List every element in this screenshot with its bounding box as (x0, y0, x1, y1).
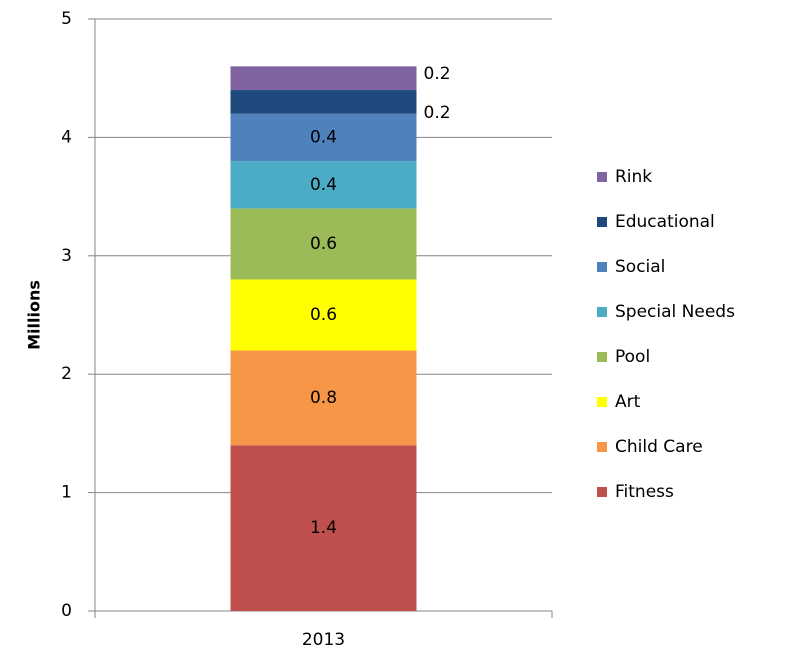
data-label: 0.4 (310, 175, 337, 195)
y-tick-label: 2 (61, 364, 72, 384)
x-tick-label: 2013 (302, 630, 345, 650)
bar-segment (230, 66, 417, 91)
legend-label: Fitness (615, 482, 674, 502)
data-label: 1.4 (310, 518, 337, 538)
y-tick-label: 0 (61, 601, 72, 621)
bar-segment (230, 350, 417, 446)
legend-swatch (597, 442, 607, 452)
data-label: 0.2 (424, 64, 451, 84)
data-label: 0.2 (424, 103, 451, 123)
legend-label: Child Care (615, 437, 703, 457)
legend-label: Special Needs (615, 302, 735, 322)
legend-label: Art (615, 392, 641, 412)
y-tick-label: 4 (61, 127, 72, 147)
legend-label: Social (615, 257, 665, 277)
bar-segment (230, 90, 417, 114)
legend-swatch (597, 397, 607, 407)
data-label: 0.8 (310, 388, 337, 408)
legend-swatch (597, 487, 607, 497)
y-axis-label: Millions (25, 280, 44, 350)
y-tick-label: 3 (61, 246, 72, 266)
data-label: 0.4 (310, 127, 337, 147)
legend-swatch (597, 217, 607, 227)
data-label: 0.6 (310, 305, 337, 325)
legend-label: Educational (615, 212, 715, 232)
legend-swatch (597, 262, 607, 272)
bar-segment (230, 208, 417, 280)
legend-swatch (597, 307, 607, 317)
y-tick-label: 1 (61, 483, 72, 503)
legend-label: Rink (615, 167, 652, 187)
bar-segment (230, 113, 417, 162)
bar-segment (230, 445, 417, 611)
legend-label: Pool (615, 347, 650, 367)
bar-segment (230, 161, 417, 209)
legend-swatch (597, 352, 607, 362)
bar-segment (230, 279, 417, 351)
y-tick-label: 5 (61, 9, 72, 29)
legend-swatch (597, 172, 607, 182)
data-label: 0.6 (310, 234, 337, 254)
